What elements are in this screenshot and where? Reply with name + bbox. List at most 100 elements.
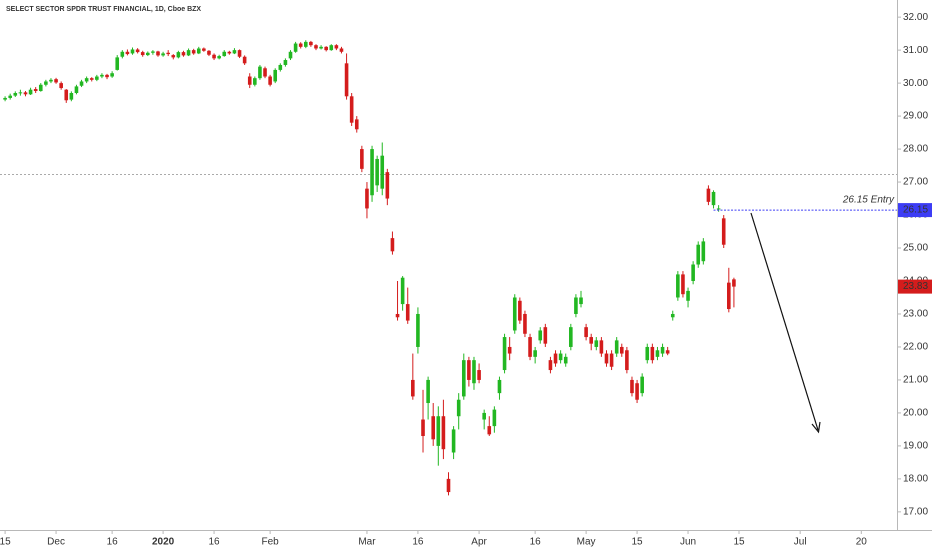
candle-body — [349, 96, 354, 123]
candle-body — [380, 155, 385, 189]
candle-body — [604, 353, 609, 364]
candle-body — [441, 416, 446, 450]
candle-body — [161, 53, 165, 56]
candle-body — [44, 81, 48, 85]
candle-body — [375, 158, 379, 186]
candle-body — [314, 45, 318, 49]
candle-body — [451, 429, 456, 453]
candle-body — [151, 51, 155, 53]
entry-badge — [898, 203, 932, 218]
candle-body — [472, 360, 476, 384]
x-tick-label: 16 — [208, 537, 220, 548]
x-tick-label: 20 — [856, 537, 868, 548]
candle-body — [584, 327, 588, 338]
candle-body — [74, 86, 79, 94]
y-tick-label: 30.00 — [903, 78, 928, 89]
candle-body — [421, 419, 425, 437]
y-tick-label: 28.00 — [903, 144, 928, 155]
candle-body — [732, 279, 736, 287]
candle-body — [176, 52, 181, 58]
candle-body — [691, 264, 695, 281]
candle-body — [202, 48, 206, 51]
candle-body — [436, 416, 441, 446]
candle-body — [227, 51, 232, 54]
candle-body — [360, 149, 364, 169]
candle-body — [365, 188, 369, 209]
candle-body — [467, 360, 471, 380]
candle-body — [125, 51, 130, 55]
x-tick-label: 15 — [0, 537, 11, 548]
x-tick-label: Mar — [358, 537, 376, 548]
candle-body — [156, 51, 160, 56]
candle-body — [569, 327, 573, 347]
candle-body — [263, 68, 267, 77]
candle-body — [681, 274, 685, 295]
candle-body — [28, 89, 33, 95]
candle-body — [273, 69, 278, 82]
chart-title: SELECT SECTOR SPDR TRUST FINANCIAL, 1D, … — [6, 6, 201, 13]
candle-body — [563, 356, 568, 364]
candle-body — [558, 353, 563, 361]
candle-body — [64, 89, 69, 101]
candle-body — [3, 97, 7, 100]
candle-body — [635, 383, 639, 400]
candle-body — [268, 76, 272, 85]
candle-body — [110, 73, 114, 77]
candle-body — [655, 350, 660, 357]
y-tick-label: 20.00 — [903, 408, 928, 419]
candle-body — [115, 57, 120, 70]
candle-body — [706, 188, 711, 202]
candle-body — [135, 49, 140, 53]
candle-body — [645, 346, 650, 361]
x-tick-label: 16 — [530, 537, 542, 548]
y-tick-label: 22.00 — [903, 342, 928, 353]
y-tick-label: 17.00 — [903, 507, 928, 518]
y-tick-label: 18.00 — [903, 474, 928, 485]
entry-label: 26.15 Entry — [842, 195, 895, 206]
candle-body — [237, 50, 242, 57]
candle-body — [711, 191, 716, 206]
candle-body — [212, 54, 216, 59]
candle-body — [95, 76, 99, 80]
candle-body — [8, 95, 12, 98]
x-tick-label: Apr — [471, 537, 487, 548]
x-tick-label: 15 — [733, 537, 745, 548]
candle-body — [247, 76, 252, 85]
candle-body — [487, 426, 492, 435]
candle-body — [477, 370, 481, 380]
candle-body — [574, 297, 578, 314]
y-tick-label: 27.00 — [903, 177, 928, 188]
candle-body — [599, 340, 604, 354]
y-tick-label: 25.00 — [903, 243, 928, 254]
candle-body — [354, 119, 359, 130]
candle-body — [38, 84, 43, 92]
candle-body — [609, 353, 614, 367]
candle-body — [528, 337, 532, 357]
candle-body — [411, 379, 415, 397]
candle-body — [278, 64, 283, 70]
candle-body — [59, 83, 63, 89]
candle-body — [130, 49, 135, 54]
candle-body — [426, 379, 430, 404]
candle-body — [543, 327, 548, 344]
candle-body — [105, 74, 109, 78]
candle-body — [461, 360, 466, 397]
candle-body — [324, 46, 328, 51]
candle-body — [416, 313, 420, 347]
candle-body — [385, 172, 390, 199]
candle-body — [630, 379, 634, 394]
candle-body — [400, 277, 405, 305]
candle-body — [619, 346, 624, 354]
candle-body — [89, 78, 94, 80]
candle-body — [217, 56, 221, 59]
candle-body — [492, 409, 497, 427]
candle-body — [594, 340, 599, 347]
y-tick-label: 32.00 — [903, 12, 928, 23]
x-tick-label: Feb — [262, 537, 280, 548]
x-tick-label: 2020 — [152, 537, 175, 548]
x-tick-label: May — [577, 537, 596, 548]
candle-body — [13, 93, 18, 96]
candle-body — [140, 52, 145, 56]
last-price-label: 23.83 — [903, 281, 928, 292]
